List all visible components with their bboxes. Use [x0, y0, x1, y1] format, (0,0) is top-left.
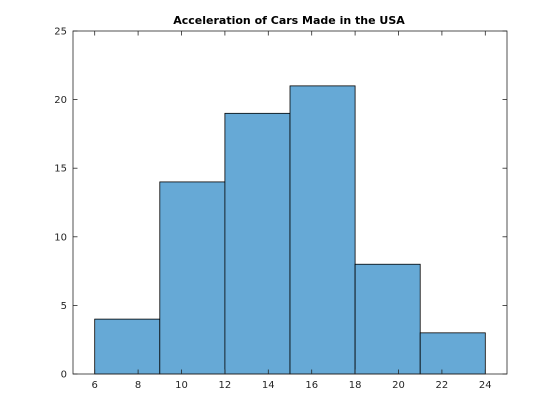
x-tick-label: 6: [92, 380, 98, 391]
axes-box: [72, 30, 508, 375]
y-tick-label: 0: [61, 370, 67, 381]
ticks-layer: [73, 30, 507, 375]
chart-title: Acceleration of Cars Made in the USA: [173, 14, 405, 27]
x-tick-label: 12: [219, 380, 232, 391]
histogram-bar: [354, 263, 421, 375]
x-tick-label: 18: [349, 380, 362, 391]
y-tick-label: 20: [54, 95, 67, 106]
x-tick-label: 14: [262, 380, 275, 391]
y-tick-label: 25: [54, 27, 67, 38]
bars-layer: [94, 85, 486, 375]
x-tick-label: 22: [436, 380, 449, 391]
y-tick-label: 5: [61, 301, 67, 312]
tick-labels-layer: 6 8 10 12 14 16 18 20 22 24 0 5 10 15 20 25: [54, 27, 491, 392]
histogram-bar: [159, 181, 226, 375]
x-tick-label: 24: [479, 380, 492, 391]
histogram-bar: [94, 318, 161, 375]
x-tick-label: 10: [175, 380, 188, 391]
y-tick-label: 15: [54, 164, 67, 175]
x-tick-label: 8: [135, 380, 141, 391]
histogram-bar: [289, 85, 356, 375]
histogram-bar: [419, 332, 486, 375]
histogram-bar: [224, 112, 291, 375]
x-tick-label: 16: [305, 380, 318, 391]
x-tick-label: 20: [392, 380, 405, 391]
y-tick-label: 10: [54, 232, 67, 243]
